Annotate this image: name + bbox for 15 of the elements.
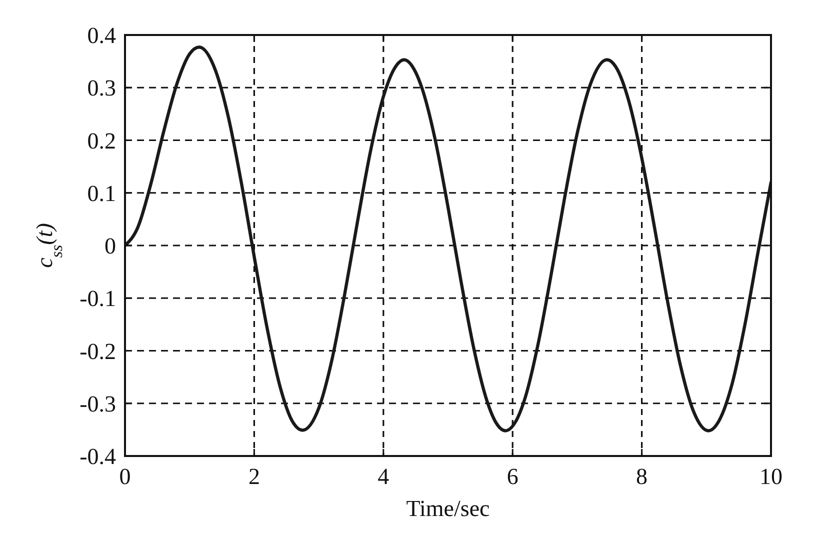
y-tick-label: -0.1 (80, 286, 116, 312)
x-tick-label: 10 (760, 464, 782, 489)
x-tick-label: 6 (506, 464, 518, 489)
y-tick-label: -0.3 (80, 391, 116, 416)
x-tick-label: 8 (636, 464, 648, 489)
y-tick-label: 0.1 (87, 180, 116, 206)
y-tick-label: 0.3 (87, 76, 116, 101)
y-tick-label: -0.2 (80, 338, 116, 364)
x-tick-label: 2 (248, 464, 260, 489)
y-tick-label: -0.4 (80, 444, 116, 470)
x-tick-label: 4 (378, 464, 390, 489)
y-tick-label: 0 (104, 234, 116, 259)
y-tick-label: 0.2 (87, 128, 116, 154)
x-axis-title: Time/sec (406, 496, 490, 521)
y-tick-label: 0.4 (87, 23, 116, 48)
